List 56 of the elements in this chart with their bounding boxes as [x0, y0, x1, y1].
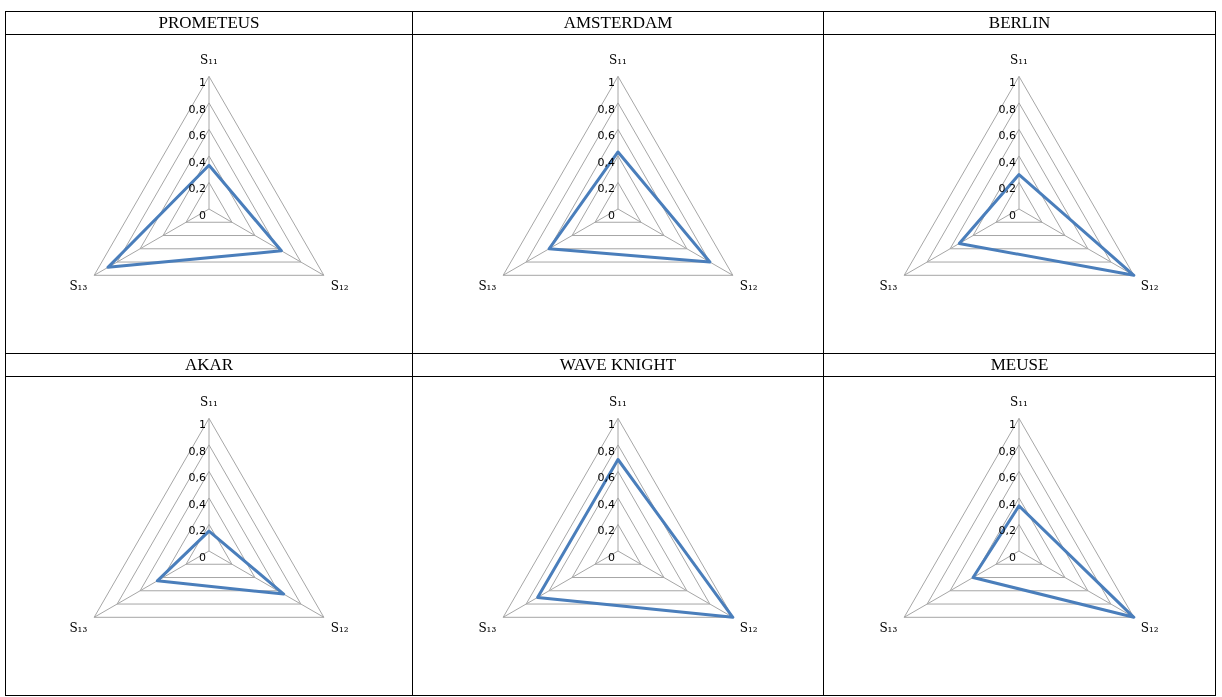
spoke-label: S₁₃	[478, 278, 497, 293]
y-tick-label: 0,4	[597, 497, 615, 511]
y-tick-label: 1	[608, 418, 615, 432]
chart-title: AMSTERDAM	[413, 12, 824, 35]
y-tick-label: 1	[199, 418, 206, 432]
spoke-label: S₁₂	[739, 620, 758, 635]
spoke-label: S₁₃	[69, 620, 88, 635]
spoke-label: S₁₁	[609, 395, 627, 410]
chart-title: MEUSE	[824, 354, 1216, 377]
y-tick-label: 0,6	[188, 129, 206, 143]
y-tick-label: 0	[608, 550, 615, 564]
chart-title: PROMETEUS	[6, 12, 413, 35]
spoke-label: S₁₂	[330, 278, 349, 293]
spoke-label: S₁₃	[69, 278, 88, 293]
y-tick-label: 0,6	[597, 129, 615, 143]
y-tick-label: 0,8	[597, 102, 615, 116]
y-tick-label: 0,8	[998, 444, 1016, 458]
y-tick-label: 1	[1009, 418, 1016, 432]
y-tick-label: 1	[1009, 76, 1016, 90]
y-tick-label: 0,2	[188, 524, 206, 538]
y-tick-label: 1	[199, 76, 206, 90]
y-tick-label: 0	[1009, 550, 1016, 564]
spoke-label: S₁₃	[478, 620, 497, 635]
y-tick-label: 0,4	[188, 497, 206, 511]
spoke-label: S₁₂	[739, 278, 758, 293]
spoke-label: S₁₂	[1140, 620, 1159, 635]
spoke-label: S₁₁	[1010, 53, 1028, 68]
y-tick-label: 0	[199, 550, 206, 564]
y-tick-label: 0,4	[998, 497, 1016, 511]
spoke-label: S₁₂	[330, 620, 349, 635]
spoke-label: S₁₁	[1010, 395, 1028, 410]
chart-title: BERLIN	[824, 12, 1216, 35]
y-tick-label: 0,6	[998, 471, 1016, 485]
y-tick-label: 0,8	[597, 444, 615, 458]
spoke-label: S₁₁	[200, 53, 218, 68]
spoke-label: S₁₃	[879, 620, 898, 635]
y-tick-label: 0,2	[188, 182, 206, 196]
chart-title: WAVE KNIGHT	[413, 354, 824, 377]
y-tick-label: 0,4	[998, 155, 1016, 169]
spoke-label: S₁₃	[879, 278, 898, 293]
y-tick-label: 0,8	[998, 102, 1016, 116]
chart-title: AKAR	[6, 354, 413, 377]
spoke-label: S₁₁	[200, 395, 218, 410]
y-tick-label: 0	[608, 208, 615, 222]
y-tick-label: 0	[1009, 208, 1016, 222]
spoke-label: S₁₁	[609, 53, 627, 68]
y-tick-label: 0,6	[998, 129, 1016, 143]
y-tick-label: 0,2	[597, 524, 615, 538]
y-tick-label: 0,8	[188, 444, 206, 458]
spoke-label: S₁₂	[1140, 278, 1159, 293]
y-tick-label: 0,4	[188, 155, 206, 169]
y-tick-label: 0,2	[597, 182, 615, 196]
y-tick-label: 1	[608, 76, 615, 90]
y-tick-label: 0,8	[188, 102, 206, 116]
y-tick-label: 0	[199, 208, 206, 222]
y-tick-label: 0,6	[188, 471, 206, 485]
